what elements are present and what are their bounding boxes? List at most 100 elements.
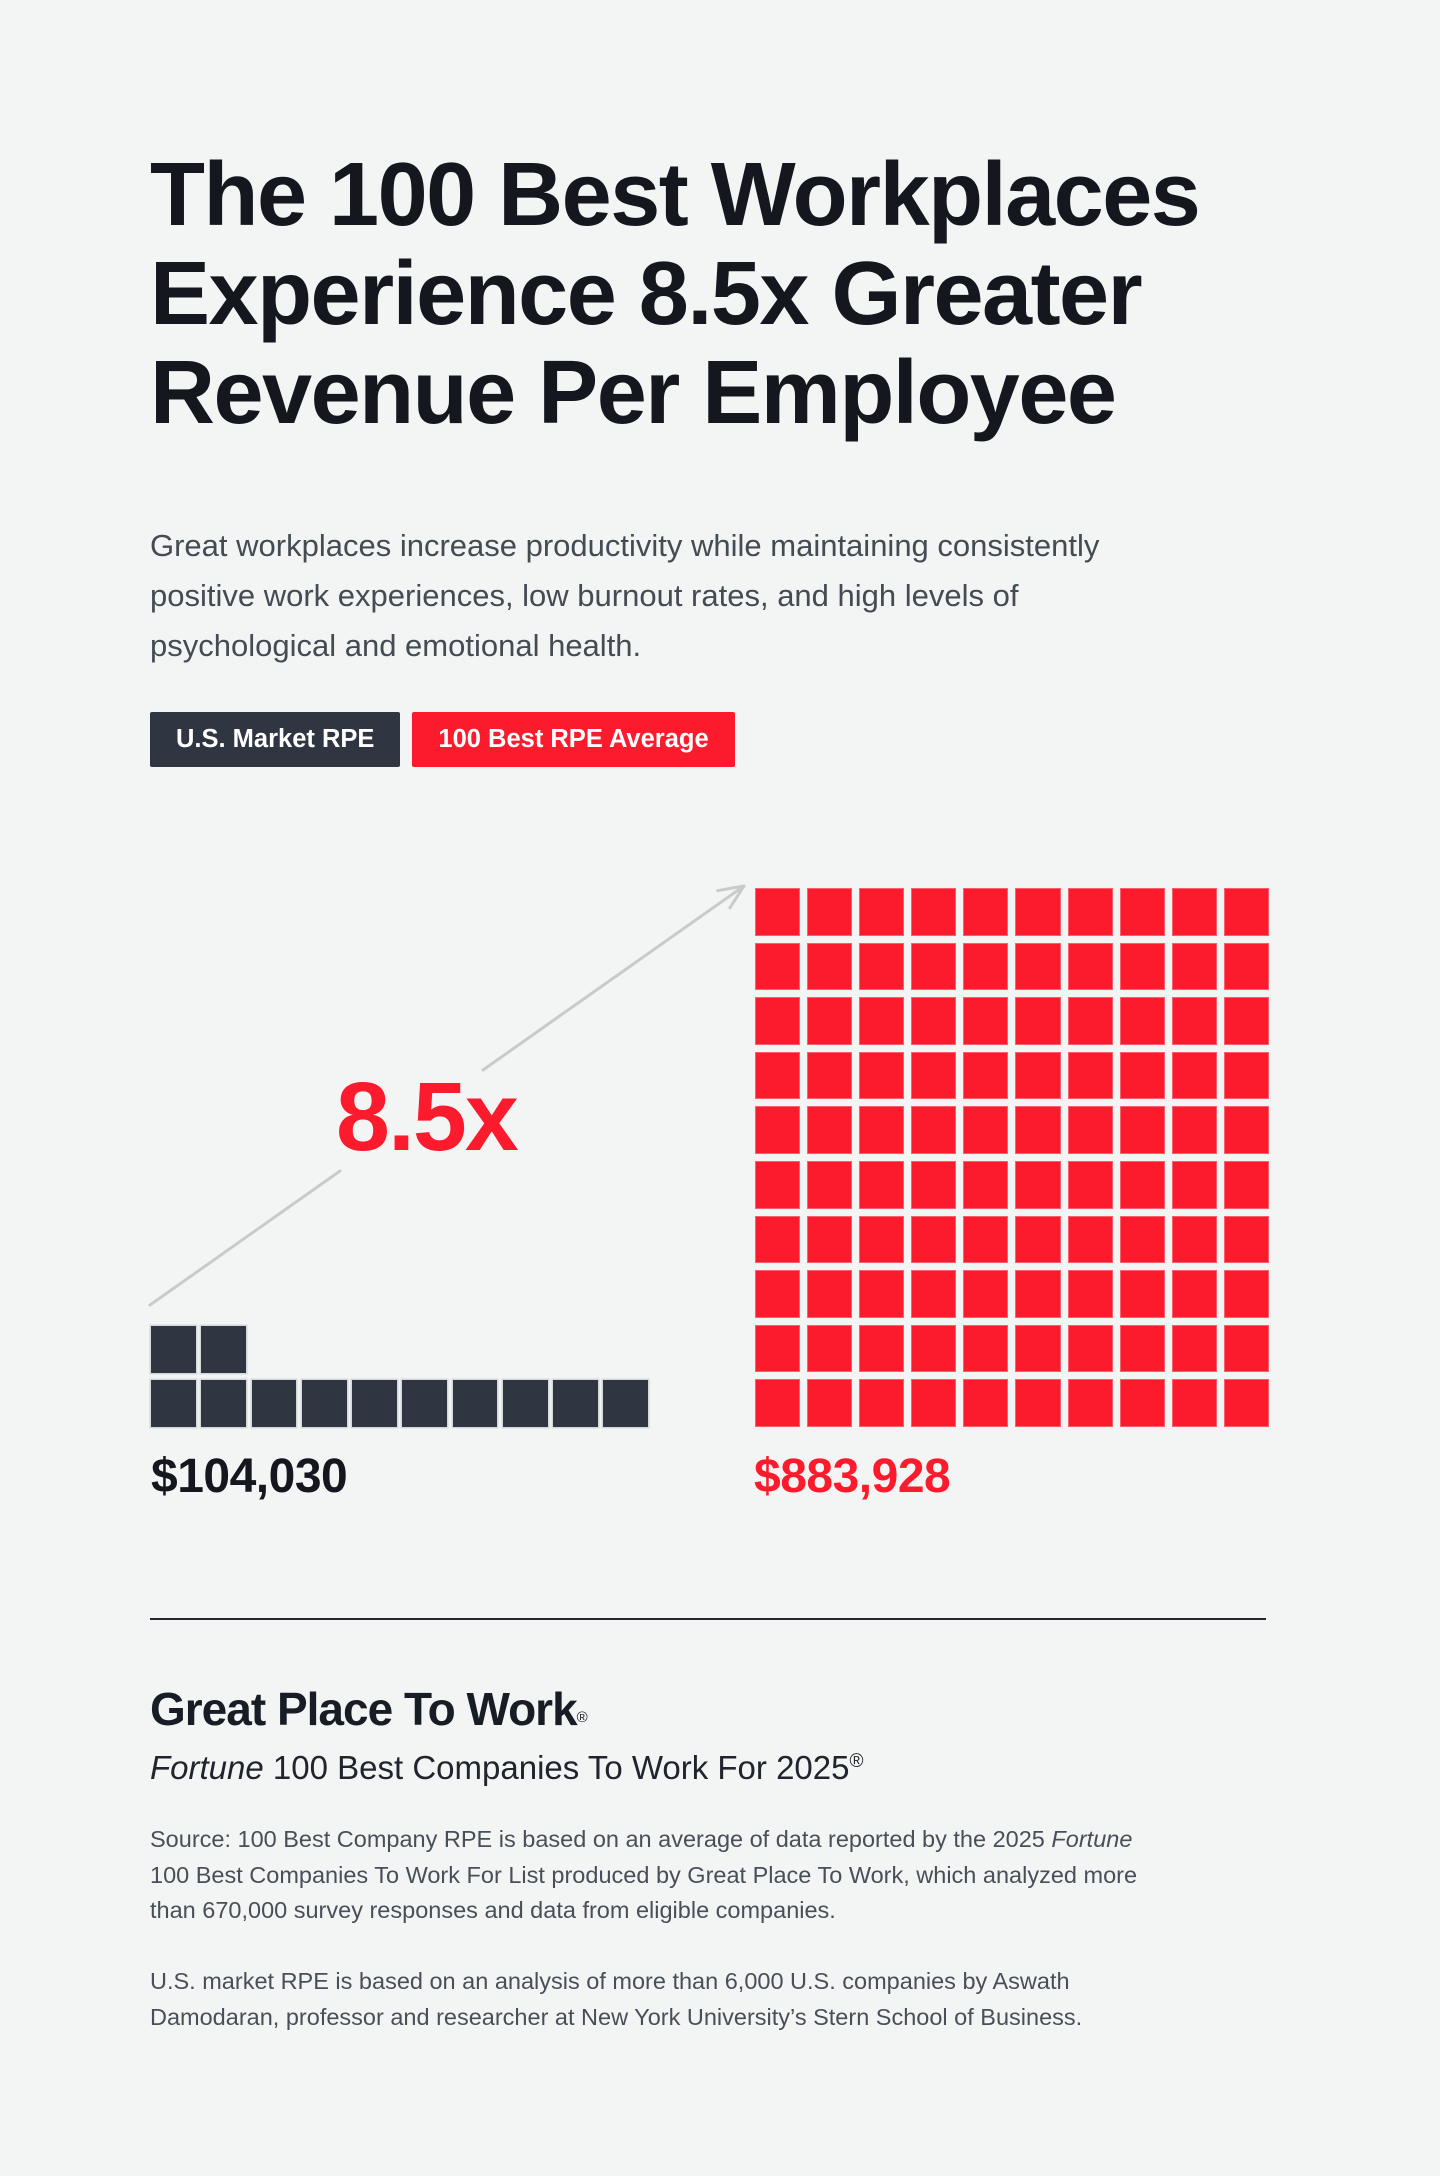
page-subtitle: Great workplaces increase productivity w… bbox=[150, 528, 1100, 663]
us-market-rpe-value: $104,030 bbox=[151, 1450, 348, 1503]
unit-square-best bbox=[1171, 1379, 1217, 1427]
unit-square-market bbox=[151, 1380, 196, 1427]
unit-square-best bbox=[807, 1324, 853, 1373]
footer-divider bbox=[150, 1618, 1266, 1620]
unit-square-best bbox=[807, 1160, 853, 1209]
unit-square-best bbox=[963, 1051, 1009, 1100]
unit-square-market bbox=[301, 1380, 347, 1427]
unit-square-best bbox=[1223, 1270, 1269, 1318]
page-title: The 100 Best Workplaces Experience 8.5x G… bbox=[150, 145, 1201, 443]
best-rpe-value: $883,928 bbox=[754, 1450, 951, 1503]
us-market-rpe-grid bbox=[151, 1326, 648, 1427]
unit-square-market bbox=[251, 1380, 297, 1427]
unit-square-best bbox=[807, 1215, 853, 1264]
unit-square-best bbox=[1015, 1379, 1061, 1427]
unit-square-best bbox=[1015, 1160, 1061, 1209]
unit-square-best bbox=[755, 942, 801, 991]
unit-square-market bbox=[352, 1380, 397, 1427]
unit-square-best bbox=[911, 1324, 957, 1373]
unit-square-best bbox=[1015, 888, 1061, 936]
source-paragraph-2: U.S. market RPE is based on an analysis … bbox=[150, 1968, 1083, 2030]
unit-square-best bbox=[1119, 1215, 1165, 1264]
unit-square-best bbox=[963, 997, 1009, 1045]
unit-square-best bbox=[1171, 1324, 1217, 1373]
unit-square-best bbox=[859, 1160, 905, 1209]
unit-square-best bbox=[859, 997, 905, 1045]
unit-square-best bbox=[1067, 1160, 1113, 1209]
unit-square-best bbox=[911, 1270, 957, 1318]
unit-square-best bbox=[911, 1106, 957, 1154]
unit-square-best bbox=[963, 1160, 1009, 1209]
unit-square-best bbox=[1223, 997, 1269, 1045]
unit-square-market bbox=[201, 1380, 246, 1427]
fortune-list-title: Fortune 100 Best Companies To Work For 2… bbox=[150, 1749, 864, 1786]
chart-legend: U.S. Market RPE 100 Best RPE Average bbox=[150, 712, 735, 767]
unit-square-best bbox=[1067, 1270, 1113, 1318]
unit-square-best bbox=[911, 1215, 957, 1264]
unit-square-best bbox=[859, 888, 905, 936]
unit-square-best bbox=[1067, 997, 1113, 1045]
unit-square-best bbox=[1015, 1106, 1061, 1154]
unit-square-best bbox=[807, 1106, 853, 1154]
unit-square-market bbox=[151, 1326, 196, 1373]
best-rpe-grid bbox=[755, 888, 1269, 1427]
unit-square-best bbox=[1171, 888, 1217, 936]
unit-square-best bbox=[1015, 1051, 1061, 1100]
unit-square-best bbox=[859, 942, 905, 991]
unit-square-best bbox=[755, 1324, 801, 1373]
unit-square-best bbox=[1171, 1160, 1217, 1209]
unit-square-best bbox=[1171, 1051, 1217, 1100]
unit-square-best bbox=[911, 888, 957, 936]
unit-square-best bbox=[807, 1051, 853, 1100]
unit-square-best bbox=[1119, 1051, 1165, 1100]
unit-square-best bbox=[755, 1106, 801, 1154]
unit-square-best bbox=[911, 1379, 957, 1427]
unit-square-best bbox=[963, 1324, 1009, 1373]
unit-square-best bbox=[1223, 1324, 1269, 1373]
unit-square-best bbox=[963, 1270, 1009, 1318]
unit-square-best bbox=[755, 1215, 801, 1264]
unit-square-best bbox=[1171, 997, 1217, 1045]
unit-square-best bbox=[859, 1324, 905, 1373]
unit-square-best bbox=[911, 1160, 957, 1209]
unit-square-best bbox=[911, 997, 957, 1045]
unit-square-best bbox=[963, 1215, 1009, 1264]
brand-logo: Great Place To Work® bbox=[150, 1684, 588, 1735]
unit-square-best bbox=[1015, 1270, 1061, 1318]
unit-square-best bbox=[1067, 942, 1113, 991]
unit-square-best bbox=[1119, 1160, 1165, 1209]
unit-square-market bbox=[452, 1380, 498, 1427]
unit-square-best bbox=[963, 1379, 1009, 1427]
unit-square-best bbox=[807, 942, 853, 991]
unit-square-market bbox=[502, 1380, 548, 1427]
unit-square-best bbox=[1067, 1324, 1113, 1373]
unit-square-best bbox=[1171, 1106, 1217, 1154]
unit-square-best bbox=[859, 1215, 905, 1264]
unit-square-best bbox=[755, 888, 801, 936]
unit-square-market bbox=[402, 1380, 447, 1427]
unit-square-best bbox=[859, 1379, 905, 1427]
arrowhead-icon bbox=[716, 884, 746, 910]
unit-square-best bbox=[1223, 1106, 1269, 1154]
unit-square-best bbox=[755, 1160, 801, 1209]
unit-square-best bbox=[1067, 1215, 1113, 1264]
unit-square-best bbox=[1119, 1270, 1165, 1318]
brand-logo-text: Great Place To Work bbox=[150, 1683, 578, 1735]
legend-badge-us-market-rpe: U.S. Market RPE bbox=[150, 712, 401, 767]
multiplier-label: 8.5x bbox=[336, 1062, 519, 1171]
unit-square-best bbox=[859, 1106, 905, 1154]
unit-square-best bbox=[1067, 888, 1113, 936]
unit-square-best bbox=[807, 997, 853, 1045]
unit-square-best bbox=[807, 1270, 853, 1318]
unit-square-best bbox=[1119, 1106, 1165, 1154]
unit-square-best bbox=[755, 1270, 801, 1318]
registered-mark-icon: ® bbox=[576, 1709, 588, 1726]
source-paragraph-1: Source: 100 Best Company RPE is based on… bbox=[150, 1826, 1138, 1923]
unit-square-best bbox=[1171, 942, 1217, 991]
unit-square-best bbox=[807, 888, 853, 936]
unit-square-best bbox=[1171, 1270, 1217, 1318]
unit-square-best bbox=[1119, 997, 1165, 1045]
unit-square-best bbox=[911, 1051, 957, 1100]
unit-square-market bbox=[603, 1380, 648, 1427]
